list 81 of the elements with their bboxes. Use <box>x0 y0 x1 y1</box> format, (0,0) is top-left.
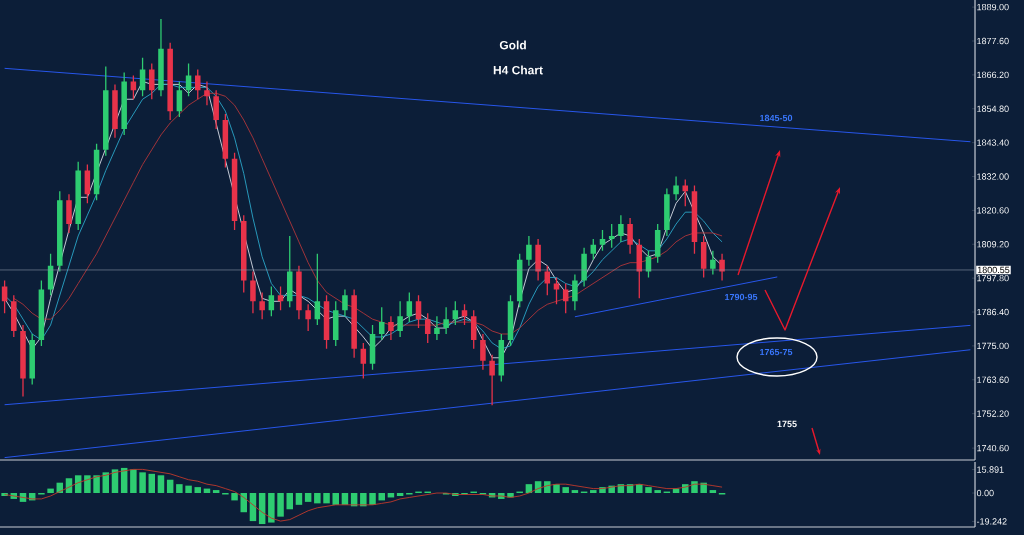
bar <box>314 493 321 504</box>
bar <box>378 493 385 501</box>
bar <box>176 484 183 494</box>
bar <box>691 481 698 494</box>
text: Gold <box>499 40 526 50</box>
candlestick <box>296 265 302 320</box>
ref-line-label: 1800.55 <box>977 266 1010 274</box>
y-tick-label: 1752.20 <box>977 410 1009 417</box>
bar <box>654 490 661 494</box>
candlestick <box>351 289 357 358</box>
y-tick-label: 1843.40 <box>977 139 1009 146</box>
y-tick-label: 1832.00 <box>977 173 1009 180</box>
y-tick-label: 1740.60 <box>977 444 1009 452</box>
bar <box>709 490 717 494</box>
bar <box>571 490 579 494</box>
candlestick <box>673 176 679 201</box>
y-tick-label: 1763.60 <box>977 376 1009 383</box>
candlestick <box>489 354 495 406</box>
candlestick <box>710 250 716 275</box>
y-tick-label: 1820.60 <box>977 207 1009 214</box>
bar <box>166 479 174 494</box>
bar <box>590 490 597 494</box>
annotation: 1790-95 <box>725 293 758 301</box>
candlestick <box>388 316 394 340</box>
candlestick <box>480 334 486 370</box>
bar <box>93 475 100 494</box>
candlestick <box>204 81 210 106</box>
bar <box>369 493 376 505</box>
candlestick <box>250 271 256 314</box>
bar <box>277 493 284 517</box>
bar <box>562 487 569 494</box>
candlestick <box>66 194 72 233</box>
candlestick <box>397 301 403 337</box>
bar <box>84 475 91 494</box>
y-tick-label: 1877.60 <box>977 37 1009 45</box>
y-tick-label: 1854.80 <box>977 105 1009 112</box>
bar <box>700 482 707 494</box>
annotation: 1765-75 <box>760 348 793 356</box>
candlestick <box>305 304 311 332</box>
candlestick <box>443 307 449 334</box>
candlestick <box>434 316 440 340</box>
candlestick <box>20 325 26 397</box>
bar <box>396 493 404 496</box>
bar <box>332 493 339 505</box>
bar <box>323 493 330 504</box>
bar <box>295 493 303 505</box>
candlestick <box>342 289 348 317</box>
bar <box>268 493 275 523</box>
y-tick-label: 1775.00 <box>977 342 1009 350</box>
y-tick-label: 1786.40 <box>977 308 1009 316</box>
bar <box>360 493 367 507</box>
candlestick <box>535 238 541 281</box>
annotation: 1755 <box>777 420 797 428</box>
bar <box>47 488 54 494</box>
y-tick-label: -19.242 <box>976 518 1007 525</box>
candlestick <box>664 188 670 236</box>
candlestick <box>618 215 624 242</box>
bar <box>645 487 652 494</box>
bar <box>286 493 293 510</box>
candlestick <box>627 218 633 254</box>
bar <box>194 487 202 494</box>
bar <box>304 493 312 502</box>
candlestick <box>158 19 164 97</box>
y-tick-label: 0.00 <box>976 489 994 497</box>
y-tick-label: 15.891 <box>977 466 1004 473</box>
text: H4 Chart <box>493 65 543 75</box>
bar <box>130 469 137 494</box>
y-tick-label: 1889.00 <box>977 3 1009 11</box>
bar <box>231 493 238 501</box>
annotation: 1845-50 <box>760 114 793 122</box>
y-tick-label: 1809.20 <box>977 241 1009 248</box>
candlestick <box>572 274 578 311</box>
bar <box>185 485 192 494</box>
bar <box>148 473 156 494</box>
bar <box>139 472 146 494</box>
y-tick-label: 1866.20 <box>977 71 1009 79</box>
bar <box>157 475 165 494</box>
bar <box>212 490 220 494</box>
candlestick <box>112 84 118 138</box>
candlestick <box>526 235 532 266</box>
y-tick-label: 1797.80 <box>977 274 1009 282</box>
